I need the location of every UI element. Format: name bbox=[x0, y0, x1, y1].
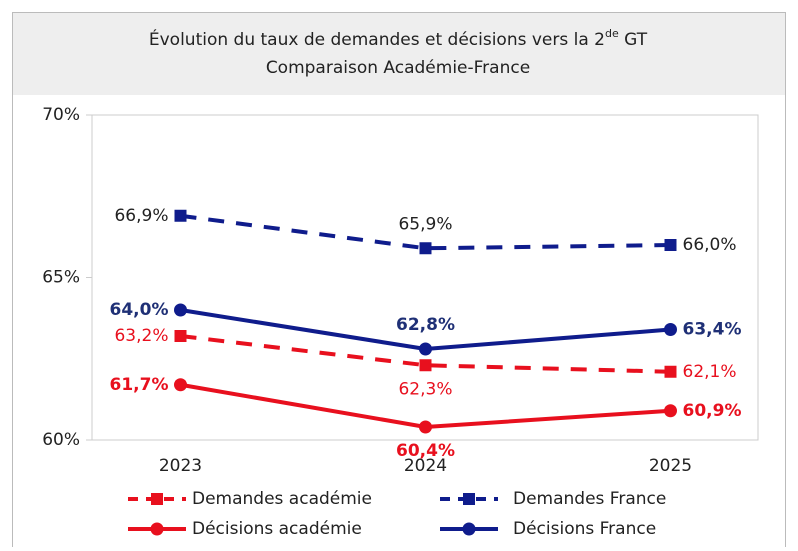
marker bbox=[174, 303, 187, 317]
legend-marker bbox=[462, 522, 476, 536]
data-label: 66,9% bbox=[114, 206, 168, 226]
chart-subtitle: Comparaison Académie-France bbox=[266, 58, 530, 78]
legend-marker bbox=[463, 493, 475, 505]
data-label: 66,0% bbox=[683, 235, 737, 255]
marker bbox=[174, 378, 187, 392]
legend-label: Décisions France bbox=[513, 519, 656, 539]
marker bbox=[419, 342, 432, 356]
title-sup: de bbox=[605, 27, 619, 40]
legend-label: Demandes France bbox=[513, 489, 666, 509]
title-box bbox=[13, 13, 785, 95]
title-text: GT bbox=[619, 30, 648, 50]
legend-marker bbox=[150, 522, 164, 536]
data-label: 61,7% bbox=[110, 375, 169, 395]
x-tick-label: 2023 bbox=[159, 456, 202, 476]
x-tick-label: 2024 bbox=[404, 456, 447, 476]
legend-label: Demandes académie bbox=[192, 489, 372, 509]
marker bbox=[664, 239, 677, 251]
data-label: 64,0% bbox=[110, 300, 169, 320]
marker bbox=[419, 242, 432, 255]
x-tick-label: 2025 bbox=[649, 456, 692, 476]
chart-title: Évolution du taux de demandes et décisio… bbox=[149, 27, 648, 50]
data-label: 63,2% bbox=[114, 326, 168, 346]
frame bbox=[12, 12, 786, 551]
data-label: 62,1% bbox=[683, 362, 737, 382]
legend-marker bbox=[151, 493, 163, 505]
data-label: 63,4% bbox=[683, 320, 742, 340]
marker bbox=[174, 209, 187, 222]
data-label: 60,9% bbox=[683, 401, 742, 421]
data-label: 60,4% bbox=[396, 441, 455, 461]
y-tick-label: 65% bbox=[42, 268, 80, 288]
marker bbox=[664, 365, 677, 378]
y-tick-label: 60% bbox=[42, 430, 80, 450]
marker bbox=[174, 330, 187, 342]
marker bbox=[419, 420, 432, 434]
data-label: 65,9% bbox=[398, 214, 452, 234]
marker bbox=[419, 359, 432, 372]
marker bbox=[664, 404, 677, 418]
marker bbox=[664, 323, 677, 336]
title-text: Évolution du taux de demandes et décisio… bbox=[149, 28, 605, 50]
legend-label: Décisions académie bbox=[192, 519, 362, 539]
y-tick-label: 70% bbox=[42, 105, 80, 125]
data-label: 62,3% bbox=[398, 379, 452, 399]
data-label: 62,8% bbox=[396, 315, 455, 335]
